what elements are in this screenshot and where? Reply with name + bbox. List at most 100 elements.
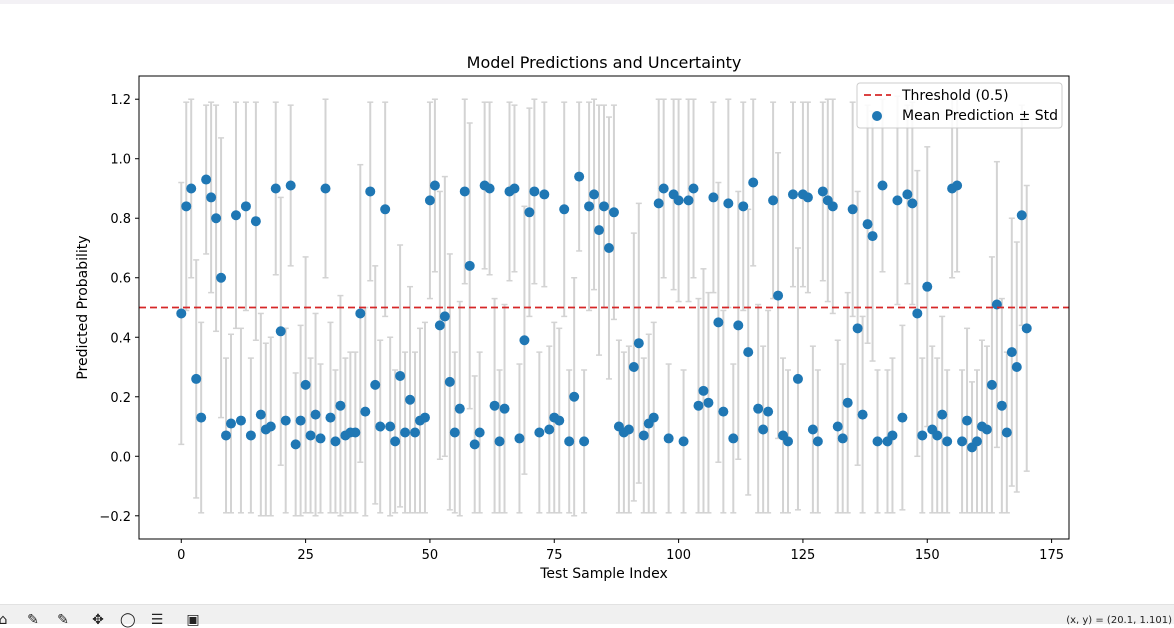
legend-prediction-label: Mean Prediction ± Std [902, 108, 1058, 124]
data-point [773, 290, 784, 301]
data-point [887, 430, 898, 441]
data-point [564, 436, 575, 447]
data-point [250, 216, 261, 227]
plot-toolbar: ⌂ ✎ ✎ ✥ ◯ ☰ ▣ (x, y) = (20.1, 1.101) [0, 604, 1174, 628]
data-point [996, 400, 1007, 411]
x-tick-label: 25 [297, 548, 314, 563]
data-point [628, 362, 639, 373]
data-point [733, 320, 744, 331]
data-point [708, 192, 719, 203]
data-point [802, 192, 813, 203]
y-tick-label: −0.2 [99, 510, 131, 525]
data-point [424, 195, 435, 206]
data-point [623, 424, 634, 435]
data-point [201, 174, 212, 185]
data-point [255, 409, 266, 420]
data-point [335, 400, 346, 411]
data-point [698, 385, 709, 396]
data-point [638, 430, 649, 441]
data-point [589, 189, 600, 200]
data-point [245, 430, 256, 441]
save-icon[interactable]: ▣ [186, 612, 200, 628]
zoom-icon[interactable]: ◯ [120, 612, 136, 628]
data-point [937, 409, 948, 420]
legend-prediction-swatch [872, 111, 882, 121]
data-point [569, 391, 580, 402]
data-point [603, 242, 614, 253]
data-point [529, 186, 540, 197]
data-point [434, 320, 445, 331]
pan-icon[interactable]: ✥ [92, 612, 104, 628]
data-point [325, 412, 336, 423]
data-point [862, 219, 873, 230]
data-point [240, 201, 251, 212]
data-point [484, 183, 495, 194]
data-point [917, 430, 928, 441]
x-tick-label: 125 [791, 548, 816, 563]
x-tick-label: 0 [177, 548, 185, 563]
forward-arrow-icon[interactable]: ✎ [57, 612, 69, 628]
legend-box [856, 82, 1063, 129]
coords-readout: (x, y) = (20.1, 1.101) [1066, 615, 1172, 626]
data-point [584, 201, 595, 212]
data-point [390, 436, 401, 447]
data-point [380, 204, 391, 215]
legend: Threshold (0.5) Mean Prediction ± Std [856, 82, 1063, 129]
data-point [633, 338, 644, 349]
x-tick-label: 150 [915, 548, 940, 563]
window-top-strip [0, 0, 1174, 4]
data-point [897, 412, 908, 423]
data-point [270, 183, 281, 194]
data-point [892, 195, 903, 206]
data-point [554, 415, 565, 426]
data-point [360, 406, 371, 417]
data-point [459, 186, 470, 197]
data-point [807, 424, 818, 435]
x-tick-label: 175 [1039, 548, 1064, 563]
data-point [305, 430, 316, 441]
data-point [902, 189, 913, 200]
data-point [653, 198, 664, 209]
data-point [494, 436, 505, 447]
data-point [693, 400, 704, 411]
data-point [713, 317, 724, 328]
data-point [837, 433, 848, 444]
data-point [235, 415, 246, 426]
data-point [355, 308, 366, 319]
data-point [290, 439, 301, 450]
data-point [265, 421, 276, 432]
data-point [574, 171, 585, 182]
back-arrow-icon[interactable]: ✎ [27, 612, 39, 628]
data-point [385, 421, 396, 432]
data-point [812, 436, 823, 447]
data-point [922, 281, 933, 292]
chart-title: Model Predictions and Uncertainty [467, 53, 742, 72]
data-point [275, 326, 286, 337]
data-point [743, 347, 754, 358]
data-point [226, 418, 237, 429]
y-tick-label: 0.0 [110, 450, 131, 465]
data-point [449, 427, 460, 438]
data-point [857, 409, 868, 420]
data-point [1021, 323, 1032, 334]
data-point [1001, 427, 1012, 438]
y-ticks: −0.2 0.0 0.2 0.4 0.6 0.8 1.0 1.2 [99, 93, 139, 525]
data-point [176, 308, 187, 319]
data-point [365, 186, 376, 197]
y-tick-label: 0.8 [110, 212, 131, 227]
data-point [842, 397, 853, 408]
y-tick-label: 0.4 [110, 331, 131, 346]
data-point [723, 198, 734, 209]
x-tick-label: 75 [546, 548, 563, 563]
data-point [544, 424, 555, 435]
data-point [524, 207, 535, 218]
home-icon[interactable]: ⌂ [0, 612, 8, 628]
configure-subplots-icon[interactable]: ☰ [150, 612, 164, 628]
data-point [320, 183, 331, 194]
data-point [221, 430, 232, 441]
data-point [464, 260, 475, 271]
x-ticks: 0 25 50 75 100 125 150 175 [177, 539, 1064, 563]
data-point [454, 403, 465, 414]
data-point [181, 201, 192, 212]
data-point [872, 436, 883, 447]
